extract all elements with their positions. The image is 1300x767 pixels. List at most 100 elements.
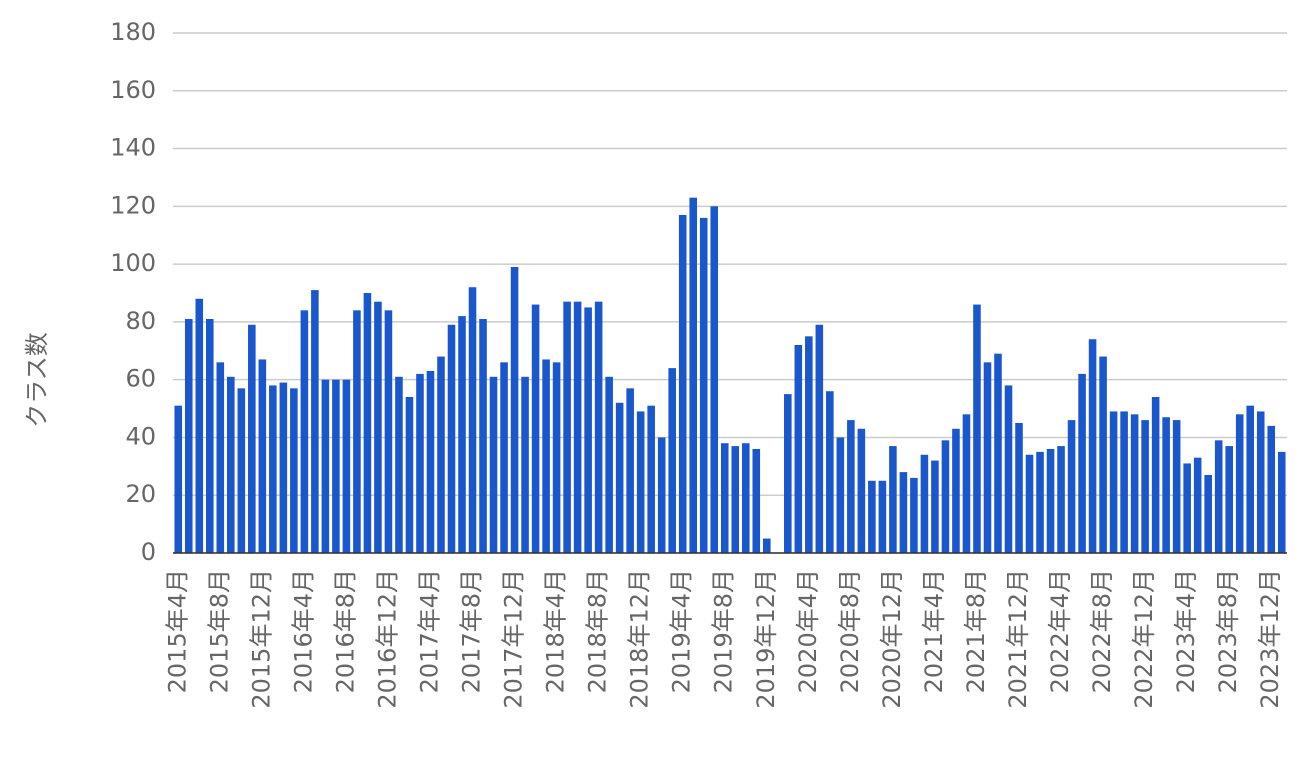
bar <box>205 319 214 553</box>
bar <box>1025 454 1034 553</box>
bar <box>605 376 613 553</box>
bar <box>973 304 981 553</box>
x-tick-label: 2018年8月 <box>584 569 612 693</box>
bar <box>994 353 1002 553</box>
bar <box>384 310 393 553</box>
x-tick-label: 2021年12月 <box>1004 569 1032 709</box>
bar <box>395 376 403 553</box>
bar <box>615 402 624 553</box>
x-tick-label: 2017年12月 <box>500 569 528 709</box>
bar <box>248 324 256 553</box>
bar <box>1057 446 1065 553</box>
x-tick-label: 2016年12月 <box>373 569 401 709</box>
x-tick-label: 2023年8月 <box>1214 569 1242 693</box>
y-axis-title: クラス数 <box>23 332 51 428</box>
bar <box>542 359 550 553</box>
bar <box>1109 411 1118 553</box>
x-tick-label: 2015年4月 <box>163 569 191 693</box>
bar <box>1141 420 1149 553</box>
bar <box>805 336 813 553</box>
bar <box>710 206 719 554</box>
bar <box>521 376 529 553</box>
bar <box>500 362 508 553</box>
bar <box>1204 475 1212 553</box>
bar <box>269 385 277 553</box>
x-tick-label: 2015年12月 <box>247 569 275 709</box>
bar <box>1015 423 1023 553</box>
bar <box>1277 451 1286 553</box>
bar <box>784 394 792 553</box>
bar <box>720 443 729 553</box>
bar <box>216 362 225 553</box>
bar <box>1172 420 1181 553</box>
x-tick-label: 2020年4月 <box>794 569 822 693</box>
bar <box>258 359 267 553</box>
bar <box>437 356 445 553</box>
bar <box>353 310 361 553</box>
bar <box>342 379 351 553</box>
x-tick-label: 2016年4月 <box>289 569 317 693</box>
bar <box>1036 451 1044 553</box>
y-tick-label: 20 <box>125 480 156 508</box>
bar <box>426 371 435 553</box>
bar <box>184 319 193 553</box>
bar <box>174 405 183 553</box>
bar <box>731 446 740 553</box>
bar <box>899 472 908 553</box>
x-tick-label: 2016年8月 <box>331 569 359 693</box>
bar <box>1225 446 1233 553</box>
x-tick-label: 2019年8月 <box>710 569 738 693</box>
bar <box>479 319 487 553</box>
bar <box>489 376 498 553</box>
x-tick-label: 2022年4月 <box>1046 569 1074 693</box>
bar <box>1151 397 1160 553</box>
x-tick-label: 2018年12月 <box>626 569 654 709</box>
bar <box>416 373 424 553</box>
y-tick-label: 0 <box>141 538 156 566</box>
bar <box>1246 405 1255 553</box>
bar <box>531 304 540 553</box>
bar <box>1088 339 1097 553</box>
bar <box>699 217 708 553</box>
bar <box>279 382 288 553</box>
bar <box>374 301 382 553</box>
bar <box>290 388 298 553</box>
bar <box>1256 411 1265 553</box>
bar <box>847 420 855 553</box>
bar <box>332 379 340 553</box>
bar <box>563 301 571 553</box>
bar <box>920 454 929 553</box>
bar <box>573 301 582 553</box>
x-tick-label: 2021年4月 <box>920 569 948 693</box>
bar <box>678 215 687 553</box>
bar <box>237 388 246 553</box>
x-tick-label: 2017年8月 <box>458 569 486 693</box>
bar <box>836 437 845 553</box>
bar <box>815 324 824 553</box>
bar <box>468 287 477 553</box>
x-tick-label: 2022年8月 <box>1088 569 1116 693</box>
bar <box>962 414 971 553</box>
bar <box>910 477 918 553</box>
bar <box>510 267 519 553</box>
bar <box>636 411 645 553</box>
bar <box>1183 463 1191 553</box>
bar <box>857 428 866 553</box>
bar <box>762 538 771 553</box>
x-tick-label: 2021年8月 <box>962 569 990 693</box>
bar <box>300 310 309 553</box>
x-tick-label: 2019年12月 <box>752 569 780 709</box>
x-tick-label: 2020年8月 <box>836 569 864 693</box>
bar <box>1267 425 1276 553</box>
y-tick-label: 60 <box>125 365 156 393</box>
bar <box>1120 411 1128 553</box>
bar <box>1235 414 1244 553</box>
bar <box>363 293 372 553</box>
bar <box>1078 373 1086 553</box>
bar <box>931 460 939 553</box>
bar <box>447 324 456 553</box>
bar <box>552 362 561 553</box>
y-tick-label: 180 <box>110 18 156 46</box>
bar <box>1046 449 1055 553</box>
y-tick-label: 80 <box>125 307 156 335</box>
